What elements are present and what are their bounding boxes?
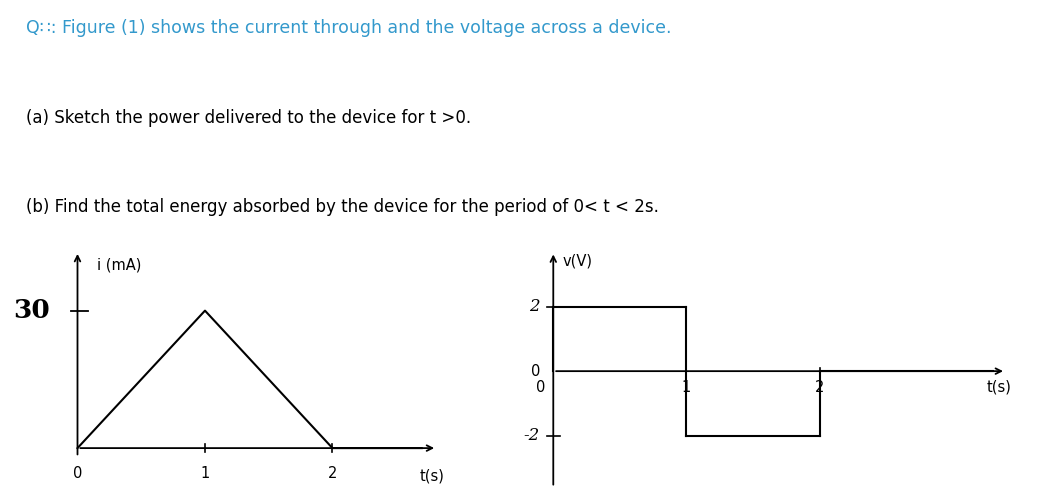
Text: 0: 0 xyxy=(536,380,545,395)
Text: 1: 1 xyxy=(201,466,210,480)
Text: i (mA): i (mA) xyxy=(97,258,141,273)
Text: Q∷: Figure (1) shows the current through and the voltage across a device.: Q∷: Figure (1) shows the current through… xyxy=(26,19,672,37)
Text: -2: -2 xyxy=(524,427,540,444)
Text: t(s): t(s) xyxy=(987,379,1012,394)
Text: 0: 0 xyxy=(73,466,82,480)
Text: (a) Sketch the power delivered to the device for t >0.: (a) Sketch the power delivered to the de… xyxy=(26,109,471,127)
Text: 30: 30 xyxy=(12,298,50,323)
Text: 2: 2 xyxy=(529,298,540,315)
Text: 0: 0 xyxy=(530,364,540,379)
Text: 2: 2 xyxy=(814,380,825,395)
Text: 2: 2 xyxy=(328,466,337,480)
Text: v(V): v(V) xyxy=(563,253,593,268)
Text: 1: 1 xyxy=(682,380,691,395)
Text: t(s): t(s) xyxy=(419,469,444,484)
Text: (b) Find the total energy absorbed by the device for the period of 0< t < 2s.: (b) Find the total energy absorbed by th… xyxy=(26,199,659,216)
